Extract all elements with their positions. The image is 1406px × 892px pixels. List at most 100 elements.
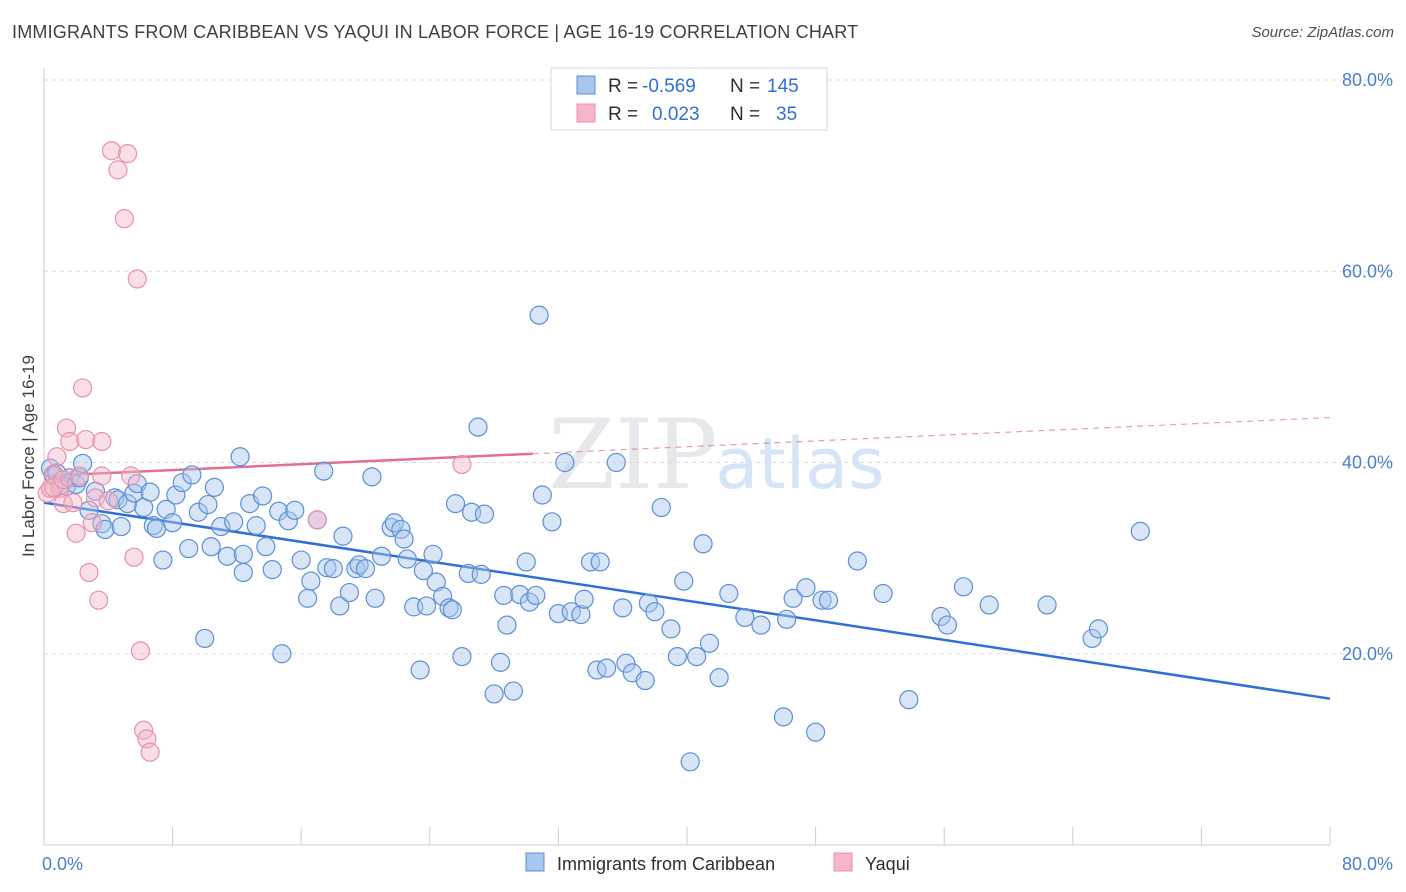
caribbean-point xyxy=(198,494,218,515)
scatter-points xyxy=(37,141,1150,772)
caribbean-point xyxy=(532,485,552,505)
caribbean-point xyxy=(597,658,617,678)
caribbean-point xyxy=(301,571,321,591)
caribbean-point xyxy=(433,586,453,606)
caribbean-point xyxy=(201,537,221,557)
caribbean-point xyxy=(667,647,687,667)
yaqui-trend-line-extension xyxy=(532,416,1331,455)
caribbean-point xyxy=(645,602,665,622)
caribbean-point xyxy=(699,633,720,653)
caribbean-point xyxy=(439,598,459,618)
caribbean-point xyxy=(574,589,594,609)
series-legend-swatch-caribbean xyxy=(525,852,545,872)
tick-labels: 20.0% 40.0% 60.0% 80.0% 0.0% 80.0% xyxy=(42,70,1393,874)
caribbean-point xyxy=(497,615,517,635)
caribbean-point xyxy=(937,615,958,635)
legend-r-label-1: R = xyxy=(608,76,638,97)
yaqui-point xyxy=(92,431,112,452)
caribbean-point xyxy=(445,494,466,514)
caribbean-point xyxy=(590,552,610,572)
caribbean-point xyxy=(278,511,298,531)
caribbean-point xyxy=(494,585,514,606)
caribbean-point xyxy=(256,537,276,557)
caribbean-point xyxy=(314,461,334,481)
yaqui-point xyxy=(44,477,64,497)
caribbean-point xyxy=(651,497,671,518)
caribbean-point xyxy=(526,585,546,606)
caribbean-point xyxy=(471,564,491,584)
caribbean-point xyxy=(805,722,826,742)
series-legend-label-caribbean: Immigrants from Caribbean xyxy=(557,854,775,874)
yaqui-point xyxy=(124,547,144,567)
caribbean-point xyxy=(79,500,99,520)
caribbean-point xyxy=(503,681,523,701)
caribbean-point xyxy=(529,305,549,325)
caribbean-point xyxy=(1037,595,1057,615)
legend-r-label-2: R = xyxy=(608,104,638,125)
yaqui-point xyxy=(121,466,141,486)
watermark-zip: ZIP xyxy=(548,399,717,511)
caribbean-point xyxy=(117,494,138,514)
caribbean-point xyxy=(211,516,231,537)
caribbean-point xyxy=(571,604,591,625)
yaqui-point xyxy=(63,493,83,513)
caribbean-point xyxy=(217,546,237,566)
caribbean-point xyxy=(166,485,186,505)
caribbean-point xyxy=(195,628,215,649)
yaqui-point xyxy=(307,510,327,530)
caribbean-point xyxy=(140,482,160,502)
caribbean-point xyxy=(339,582,360,603)
caribbean-point xyxy=(818,590,839,610)
caribbean-point xyxy=(188,502,208,522)
yaqui-point xyxy=(114,209,134,229)
caribbean-point xyxy=(262,559,282,580)
caribbean-point xyxy=(298,588,318,608)
caribbean-point xyxy=(323,559,343,579)
caribbean-point xyxy=(333,526,353,546)
legend-swatch-blue xyxy=(576,75,596,95)
caribbean-point xyxy=(1130,521,1150,541)
yaqui-point xyxy=(60,431,80,452)
watermark-atlas: atlas xyxy=(715,423,884,505)
legend-r-value-2: 0.023 xyxy=(652,104,700,125)
caribbean-point xyxy=(426,572,446,592)
legend-n-value-2: 35 xyxy=(776,104,797,125)
caribbean-point xyxy=(899,690,919,710)
caribbean-point xyxy=(773,707,794,727)
legend-r-value-1: -0.569 xyxy=(642,76,696,97)
yaqui-point xyxy=(130,641,151,661)
caribbean-point xyxy=(661,619,681,639)
x-tick-label: 0.0% xyxy=(42,854,83,874)
yaqui-point xyxy=(127,269,147,289)
caribbean-point xyxy=(146,518,167,539)
yaqui-point xyxy=(72,378,93,398)
series-legend-label-yaqui: Yaqui xyxy=(865,854,910,874)
caribbean-point xyxy=(92,514,112,534)
y-tick-label: 20.0% xyxy=(1342,644,1393,664)
yaqui-point xyxy=(53,494,73,514)
caribbean-point xyxy=(272,644,292,664)
caribbean-point xyxy=(580,552,601,572)
caribbean-point xyxy=(516,552,536,572)
axes xyxy=(43,68,1331,846)
chart-source: Source: ZipAtlas.com xyxy=(1251,24,1394,41)
yaqui-point xyxy=(53,470,73,490)
caribbean-point xyxy=(285,500,305,520)
caribbean-point xyxy=(484,684,504,704)
stats-legend: R = -0.569 N = 145 R = 0.023 N = 35 xyxy=(550,67,828,131)
caribbean-point xyxy=(423,544,443,564)
caribbean-point xyxy=(182,465,202,485)
legend-n-value-1: 145 xyxy=(767,76,799,97)
caribbean-point xyxy=(751,615,771,635)
yaqui-point xyxy=(140,742,160,762)
legend-n-label-1: N = xyxy=(730,76,760,97)
caribbean-point xyxy=(510,584,530,605)
yaqui-point xyxy=(82,513,102,533)
caribbean-point xyxy=(555,452,575,473)
caribbean-trend-line xyxy=(43,501,1331,700)
yaqui-point xyxy=(98,491,118,511)
y-tick-label: 80.0% xyxy=(1342,70,1393,90)
y-tick-label: 40.0% xyxy=(1342,453,1393,473)
caribbean-point xyxy=(468,417,488,437)
